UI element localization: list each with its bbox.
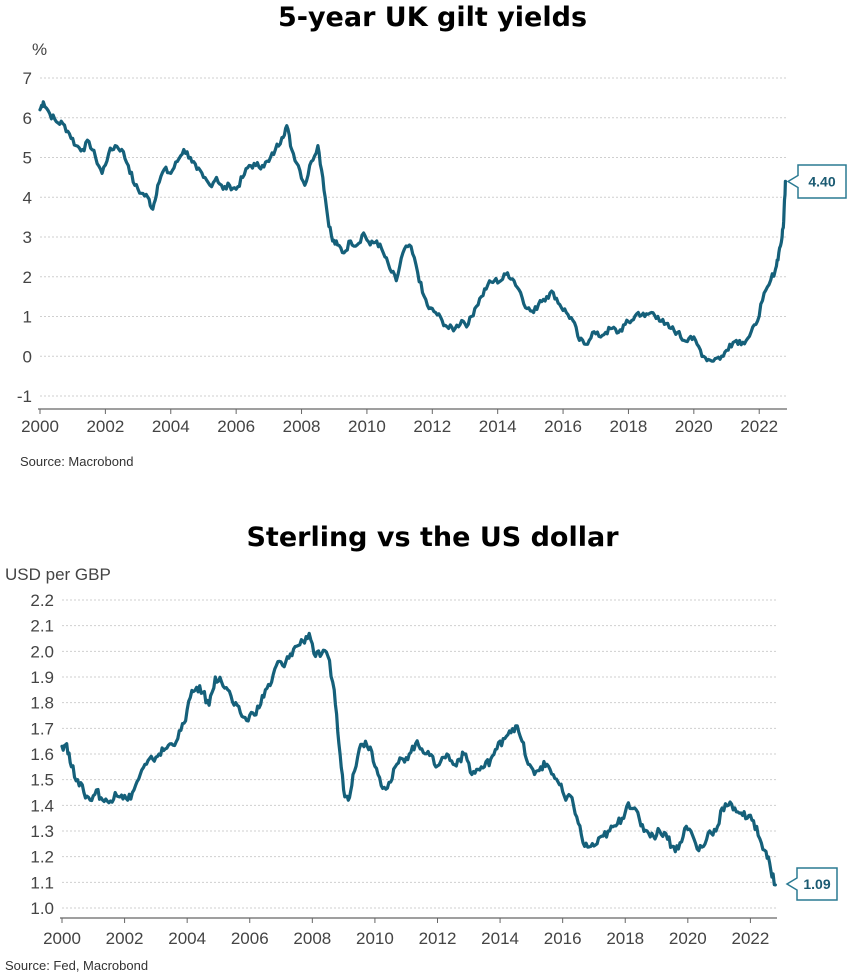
chart2-xtick-label: 2000 [43,929,81,948]
chart2-xtick-label: 2006 [231,929,269,948]
chart2-xtick-label: 2014 [481,929,519,948]
chart1-xtick-label: 2020 [675,417,713,436]
chart2-xtick-label: 2020 [669,929,707,948]
chart2-ytick-label: 2.1 [30,617,54,636]
chart2-xtick-label: 2008 [293,929,331,948]
chart1-xtick-label: 2022 [740,417,778,436]
chart1-xtick-label: 2002 [86,417,124,436]
chart2-ytick-label: 1.0 [30,899,54,918]
chart1-xtick-label: 2000 [21,417,59,436]
chart2-series-line [60,631,777,887]
chart1-xtick-label: 2008 [283,417,321,436]
chart1-ytick-label: -1 [17,387,32,406]
chart1-series-line [38,100,787,363]
chart2-ytick-label: 1.5 [30,771,54,790]
chart2-last-value-label: 1.09 [803,876,830,892]
chart2-source: Source: Fed, Macrobond [5,958,148,973]
chart1-ytick-label: 4 [23,188,32,207]
chart2-ytick-label: 1.1 [30,873,54,892]
chart1-ytick-label: 7 [23,69,32,88]
chart2-xtick-label: 2022 [731,929,769,948]
chart1-source: Source: Macrobond [20,454,133,469]
chart2-ytick-label: 1.8 [30,694,54,713]
chart1-ytick-label: 5 [23,149,32,168]
chart2-ytick-label: 1.4 [30,796,54,815]
chart2-ytick-label: 2.2 [30,591,54,610]
gilt-yield-chart: % -1 0 1 2 3 4 5 6 7 2000 2002 2004 2006 2008 2010 2012 2… [17,40,847,469]
chart1-ylabel: % [32,40,47,59]
chart2-ytick-label: 1.7 [30,719,54,738]
chart1-xtick-label: 2016 [544,417,582,436]
chart1-last-value-label: 4.40 [808,174,835,190]
chart2-xtick-label: 2004 [168,929,206,948]
chart2-xtick-label: 2018 [606,929,644,948]
chart1-xtick-label: 2010 [348,417,386,436]
chart2-title: Sterling vs the US dollar [246,522,619,553]
chart1-xtick-label: 2018 [610,417,648,436]
chart2-ytick-label: 1.2 [30,848,54,867]
chart2-ytick-label: 1.9 [30,668,54,687]
chart2-last-value-callout [785,867,838,901]
chart1-ytick-label: 1 [23,308,32,327]
chart2-xtick-label: 2002 [106,929,144,948]
chart2-xtick-label: 2012 [419,929,457,948]
chart1-ytick-label: 3 [23,228,32,247]
chart1-xtick-label: 2004 [152,417,190,436]
chart2-xtick-label: 2010 [356,929,394,948]
chart2-xtick-label: 2016 [544,929,582,948]
chart2-ylabel: USD per GBP [5,565,111,584]
chart1-ytick-label: 0 [23,347,32,366]
chart2-ytick-label: 1.6 [30,745,54,764]
chart2-ytick-label: 2.0 [30,642,54,661]
chart1-xtick-label: 2012 [413,417,451,436]
chart1-xtick-label: 2014 [479,417,517,436]
chart1-last-value-callout [786,164,847,199]
chart1-title: 5-year UK gilt yields [277,2,588,33]
chart1-ytick-label: 6 [23,109,32,128]
chart1-xtick-label: 2006 [217,417,255,436]
chart1-ytick-label: 2 [23,268,32,287]
chart2-ytick-label: 1.3 [30,822,54,841]
